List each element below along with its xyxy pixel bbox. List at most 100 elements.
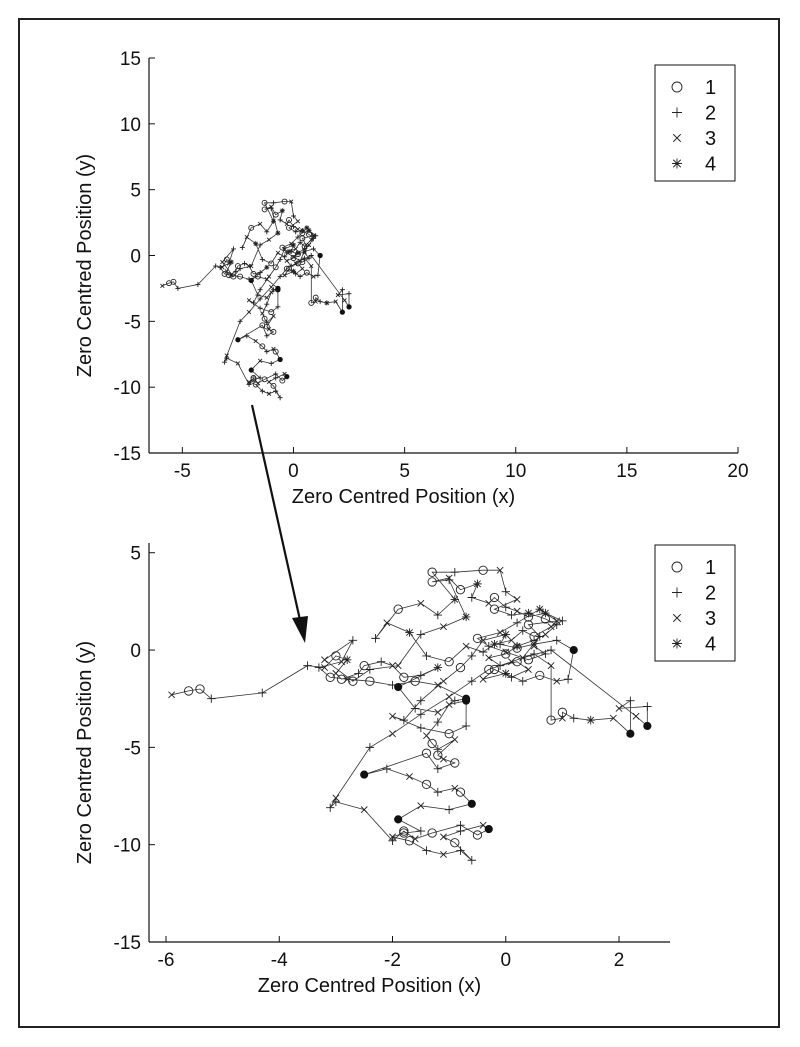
marker-cross (479, 636, 487, 644)
marker-circle (455, 662, 466, 673)
marker-star (299, 227, 305, 233)
marker-cross (524, 666, 532, 673)
marker-filled-circle (346, 304, 352, 310)
marker-plus (433, 787, 443, 797)
marker-cross (434, 708, 442, 716)
marker-cross (249, 263, 254, 269)
marker-circle (427, 738, 437, 749)
marker-plus (433, 764, 443, 773)
marker-cross (440, 677, 447, 685)
marker-circle (512, 643, 522, 653)
marker-circle (393, 604, 403, 614)
marker-cross (507, 636, 515, 644)
marker-plus (310, 235, 316, 241)
marker-cross (253, 338, 258, 344)
marker-cross (293, 246, 298, 252)
x-tick-label: 15 (616, 461, 637, 482)
marker-circle (268, 309, 275, 316)
legend-entry-label: 4 (705, 634, 716, 656)
y-tick-label: -5 (124, 312, 141, 333)
marker-plus (371, 634, 380, 643)
marker-circle (557, 707, 568, 717)
marker-circle (444, 657, 454, 667)
marker-star (450, 595, 460, 604)
marker-cross (335, 292, 341, 298)
marker-cross (235, 361, 241, 366)
x-tick-label: 2 (614, 950, 625, 971)
marker-star (270, 218, 276, 224)
marker-cross (389, 712, 396, 720)
marker-circle (427, 577, 437, 587)
marker-plus (643, 702, 652, 711)
marker-circle (254, 273, 261, 280)
marker-plus (507, 673, 516, 682)
marker-plus (304, 243, 310, 249)
marker-plus (293, 271, 299, 277)
marker-plus (314, 663, 324, 672)
x-tick-label: 5 (399, 461, 410, 482)
marker-circle (303, 269, 310, 276)
marker-cross (246, 309, 252, 315)
marker-plus (250, 300, 256, 306)
marker-plus (433, 610, 443, 620)
marker-cross (255, 381, 261, 386)
zoom-arrow-line (250, 404, 302, 621)
marker-star (275, 230, 281, 236)
marker-plus (416, 723, 426, 733)
marker-cross (440, 623, 447, 631)
marker-circle (230, 273, 237, 280)
marker-star (290, 268, 296, 274)
marker-plus (273, 388, 279, 394)
marker-plus (456, 846, 465, 855)
marker-filled-circle (467, 799, 476, 808)
marker-plus (230, 246, 236, 252)
marker-plus (239, 245, 245, 251)
bottom-scatter-plot: -6 -4 -2 0 2 -15 -10 -5 0 5 Zero Centred Position … (74, 543, 736, 997)
marker-star (672, 638, 682, 649)
marker-circle (283, 265, 290, 272)
marker-plus (416, 671, 426, 680)
marker-circle (294, 251, 301, 258)
marker-cross (389, 662, 396, 670)
marker-star (535, 604, 544, 614)
marker-cross (411, 835, 419, 843)
marker-cross (389, 730, 396, 738)
marker-star (324, 300, 330, 306)
plot-area (168, 565, 652, 865)
marker-plus (535, 632, 544, 641)
marker-cross (417, 599, 425, 607)
marker-circle (427, 828, 437, 838)
figure-frame (18, 18, 780, 1028)
marker-plus (257, 242, 263, 248)
marker-cross (440, 850, 447, 858)
x-tick-label: 0 (500, 950, 511, 971)
marker-circle (484, 664, 494, 675)
marker-plus (672, 587, 682, 598)
marker-plus (467, 651, 476, 661)
marker-cross (246, 379, 252, 385)
marker-plus (310, 246, 316, 252)
marker-cross (479, 675, 487, 683)
marker-plus (195, 281, 201, 287)
marker-plus (259, 256, 265, 262)
marker-cross (257, 221, 263, 227)
marker-circle (248, 224, 255, 231)
marker-filled-circle (360, 770, 369, 779)
marker-plus (422, 651, 431, 661)
marker-cross (672, 133, 682, 143)
marker-plus (467, 676, 476, 686)
marker-circle (421, 748, 432, 758)
marker-plus (416, 826, 426, 836)
marker-plus (563, 675, 573, 684)
marker-plus (257, 270, 263, 276)
marker-circle (501, 649, 511, 659)
marker-cross (226, 261, 232, 266)
marker-plus (626, 696, 635, 705)
marker-cross (300, 266, 305, 271)
marker-plus (382, 764, 392, 773)
marker-circle (279, 377, 286, 384)
y-axis-title: Zero Centred Position (y) (74, 641, 96, 864)
marker-cross (289, 199, 294, 204)
marker-star (512, 641, 522, 651)
y-axis-title: Zero Centred Position (y) (74, 154, 96, 377)
